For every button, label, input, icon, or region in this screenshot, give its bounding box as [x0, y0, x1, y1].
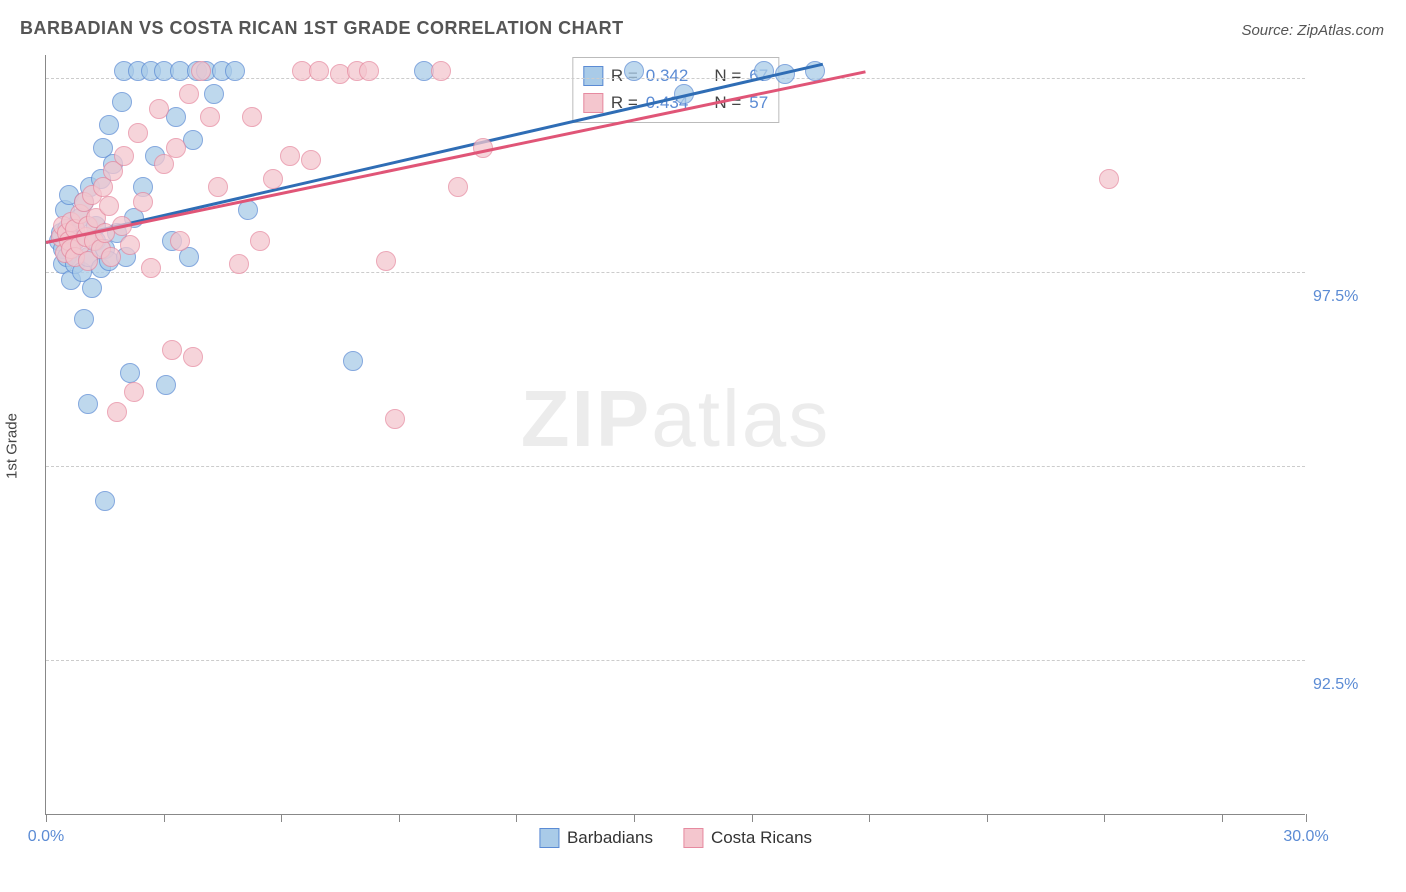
- data-point: [280, 146, 300, 166]
- x-tick: [46, 814, 47, 822]
- plot-area: ZIPatlas R = 0.342 N = 67 R = 0.434 N = …: [45, 55, 1305, 815]
- legend-row-barbadians: R = 0.342 N = 67: [583, 62, 768, 89]
- data-point: [191, 61, 211, 81]
- data-point: [238, 200, 258, 220]
- swatch-barbadians-bottom: [539, 828, 559, 848]
- source-attribution: Source: ZipAtlas.com: [1241, 22, 1384, 39]
- data-point: [1099, 169, 1119, 189]
- legend-item-barbadians: Barbadians: [539, 828, 653, 848]
- gridline: [46, 660, 1305, 661]
- y-axis-label: 1st Grade: [4, 413, 21, 479]
- data-point: [183, 347, 203, 367]
- data-point: [78, 394, 98, 414]
- x-tick-label: 30.0%: [1283, 828, 1328, 846]
- data-point: [166, 138, 186, 158]
- data-point: [120, 363, 140, 383]
- x-tick: [1222, 814, 1223, 822]
- swatch-costaricans: [583, 93, 603, 113]
- data-point: [124, 382, 144, 402]
- data-point: [229, 254, 249, 274]
- data-point: [112, 92, 132, 112]
- y-tick-label: 92.5%: [1313, 676, 1393, 694]
- data-point: [101, 247, 121, 267]
- series-name-costaricans: Costa Ricans: [711, 828, 812, 848]
- x-tick: [281, 814, 282, 822]
- data-point: [343, 351, 363, 371]
- y-tick-label: 97.5%: [1313, 288, 1393, 306]
- data-point: [120, 235, 140, 255]
- data-point: [149, 99, 169, 119]
- data-point: [179, 84, 199, 104]
- data-point: [95, 491, 115, 511]
- data-point: [162, 340, 182, 360]
- data-point: [200, 107, 220, 127]
- data-point: [309, 61, 329, 81]
- data-point: [114, 146, 134, 166]
- data-point: [448, 177, 468, 197]
- x-tick-label: 0.0%: [28, 828, 64, 846]
- legend-item-costaricans: Costa Ricans: [683, 828, 812, 848]
- x-tick: [399, 814, 400, 822]
- watermark-rest: atlas: [651, 374, 830, 463]
- data-point: [141, 258, 161, 278]
- x-tick: [987, 814, 988, 822]
- data-point: [385, 409, 405, 429]
- chart-title: BARBADIAN VS COSTA RICAN 1ST GRADE CORRE…: [20, 18, 624, 39]
- data-point: [82, 278, 102, 298]
- data-point: [250, 231, 270, 251]
- x-tick: [869, 814, 870, 822]
- x-tick: [752, 814, 753, 822]
- data-point: [624, 61, 644, 81]
- gridline: [46, 466, 1305, 467]
- data-point: [204, 84, 224, 104]
- data-point: [99, 196, 119, 216]
- series-name-barbadians: Barbadians: [567, 828, 653, 848]
- data-point: [133, 192, 153, 212]
- swatch-barbadians: [583, 66, 603, 86]
- chart-container: BARBADIAN VS COSTA RICAN 1ST GRADE CORRE…: [0, 0, 1406, 892]
- swatch-costaricans-bottom: [683, 828, 703, 848]
- x-tick: [164, 814, 165, 822]
- x-tick: [1104, 814, 1105, 822]
- data-point: [208, 177, 228, 197]
- x-tick: [1306, 814, 1307, 822]
- data-point: [242, 107, 262, 127]
- watermark: ZIPatlas: [521, 373, 830, 465]
- data-point: [263, 169, 283, 189]
- data-point: [99, 115, 119, 135]
- data-point: [376, 251, 396, 271]
- data-point: [128, 123, 148, 143]
- data-point: [156, 375, 176, 395]
- x-tick: [516, 814, 517, 822]
- x-tick: [634, 814, 635, 822]
- data-point: [170, 231, 190, 251]
- data-point: [74, 309, 94, 329]
- data-point: [107, 402, 127, 422]
- data-point: [431, 61, 451, 81]
- data-point: [359, 61, 379, 81]
- series-legend: Barbadians Costa Ricans: [539, 828, 812, 848]
- data-point: [301, 150, 321, 170]
- data-point: [225, 61, 245, 81]
- watermark-bold: ZIP: [521, 374, 651, 463]
